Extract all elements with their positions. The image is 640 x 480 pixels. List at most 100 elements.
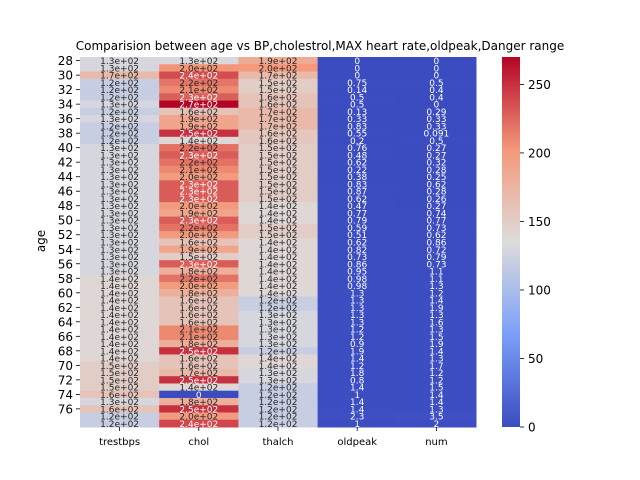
heatmap-cell <box>238 354 319 363</box>
heatmap-cell <box>80 151 160 160</box>
heatmap-cell <box>159 209 239 218</box>
heatmap-cell <box>159 93 239 102</box>
cell-value-label: 0.62 <box>426 231 446 241</box>
heatmap-cell <box>396 412 477 421</box>
cell-value-label: 1.2e+02 <box>100 413 139 423</box>
heatmap-cell <box>317 86 398 94</box>
cell-value-label: 2.1e+02 <box>179 86 218 96</box>
heatmap-cell <box>396 144 477 152</box>
cell-value-label: 1.8e+02 <box>179 268 218 278</box>
heatmap-cell <box>396 325 477 334</box>
cell-value-label: 0.29 <box>426 108 446 118</box>
cell-value-label: 2.5e+02 <box>179 130 218 140</box>
cell-value-label: 0.86 <box>426 239 446 249</box>
cell-value-label: 1.4e+02 <box>100 347 139 357</box>
cell-value-label: 0.59 <box>347 224 367 234</box>
heatmap-cell <box>317 376 398 384</box>
y-tick-label: 40 <box>58 141 73 155</box>
cell-value-label: 1.9e+02 <box>259 57 298 67</box>
heatmap-cell <box>80 231 160 239</box>
heatmap-cell <box>238 107 319 116</box>
heatmap-cell <box>159 223 239 232</box>
cell-value-label: 0.75 <box>347 79 367 89</box>
heatmap-cell <box>396 376 477 384</box>
cell-value-label: 1.2e+02 <box>259 420 298 430</box>
cell-value-label: 1.4e+02 <box>100 326 139 336</box>
cell-value-label: 1.3 <box>350 304 364 314</box>
cell-value-label: 1.2e+02 <box>100 137 139 147</box>
heatmap-cell <box>396 274 477 283</box>
y-tick-label: 48 <box>58 199 73 213</box>
cell-value-label: 1.3e+02 <box>100 231 139 241</box>
heatmap-cell <box>159 281 239 290</box>
cell-value-label: 1.7e+02 <box>259 115 298 125</box>
y-tick-label: 52 <box>58 228 73 242</box>
heatmap-cell <box>317 318 398 326</box>
heatmap-cell <box>159 86 239 94</box>
heatmap-cell <box>80 332 160 341</box>
heatmap-cell <box>317 71 398 80</box>
cell-value-label: 0.83 <box>347 122 367 132</box>
cell-value-label: 1.3e+02 <box>100 151 139 161</box>
heatmap-cell <box>80 318 160 326</box>
colorbar-tick-label: 150 <box>528 215 551 229</box>
heatmap-cell <box>396 129 477 138</box>
heatmap-cell <box>238 238 319 247</box>
cell-value-label: 2.3 <box>350 413 364 423</box>
heatmap-cell <box>80 260 160 268</box>
cell-value-label: 0.5 <box>429 137 443 147</box>
cell-value-label: 1.4e+02 <box>259 275 298 285</box>
x-tick-label: chol <box>188 437 209 448</box>
x-tick-label: trestbps <box>99 437 140 448</box>
heatmap-cell <box>238 332 319 341</box>
heatmap-cell <box>238 165 319 174</box>
cell-value-label: 1.9e+02 <box>179 122 218 132</box>
cell-value-label: 1.2e+02 <box>100 420 139 430</box>
heatmap-cell <box>396 136 477 145</box>
heatmap-cell <box>396 419 477 428</box>
cell-value-label: 0 <box>434 57 440 67</box>
heatmap-cell <box>317 180 398 189</box>
cell-value-label: 0.98 <box>347 282 367 292</box>
cell-value-label: 2 <box>434 420 440 430</box>
heatmap-cell <box>159 303 239 312</box>
cell-value-label: 1 <box>354 391 360 401</box>
cell-value-label: 1.3 <box>429 355 443 365</box>
cell-value-label: 1.4e+02 <box>259 260 298 270</box>
heatmap-cell <box>80 397 160 406</box>
cell-value-label: 2.5e+02 <box>179 376 218 386</box>
cell-value-label: 1.2e+02 <box>100 93 139 103</box>
heatmap-cell <box>80 78 160 87</box>
heatmap-cell <box>317 332 398 341</box>
heatmap-cell <box>159 202 239 210</box>
cell-value-label: 2.2e+02 <box>179 159 218 169</box>
heatmap-cell <box>80 180 160 189</box>
heatmap-cell <box>317 347 398 355</box>
cell-value-label: 2.5e+02 <box>179 405 218 415</box>
heatmap-cell <box>80 274 160 283</box>
cell-value-label: 1.4e+02 <box>100 333 139 343</box>
heatmap-cell <box>238 412 319 421</box>
cell-value-label: 1.3e+02 <box>100 115 139 125</box>
cell-value-label: 2.0e+02 <box>259 64 298 74</box>
heatmap-cell <box>317 223 398 232</box>
cell-value-label: 1.6e+02 <box>259 93 298 103</box>
heatmap-cell <box>317 231 398 239</box>
cell-value-label: 0.79 <box>426 253 446 263</box>
cell-value-label: 1.6e+02 <box>179 355 218 365</box>
heatmap-cell <box>159 78 239 87</box>
heatmap-cell <box>317 57 398 65</box>
cell-value-label: 2.3e+02 <box>179 180 218 190</box>
heatmap-cell <box>238 289 319 297</box>
heatmap-cell <box>396 318 477 326</box>
heatmap-cell <box>80 281 160 290</box>
heatmap-cell <box>238 173 319 181</box>
heatmap-cell <box>159 64 239 73</box>
heatmap-cell <box>238 296 319 305</box>
y-tick-label: 34 <box>58 98 73 112</box>
x-tick-label: thalch <box>262 437 293 448</box>
cell-value-label: 0.33 <box>426 115 446 125</box>
heatmap-cell <box>80 383 160 392</box>
heatmap-cell <box>238 202 319 210</box>
